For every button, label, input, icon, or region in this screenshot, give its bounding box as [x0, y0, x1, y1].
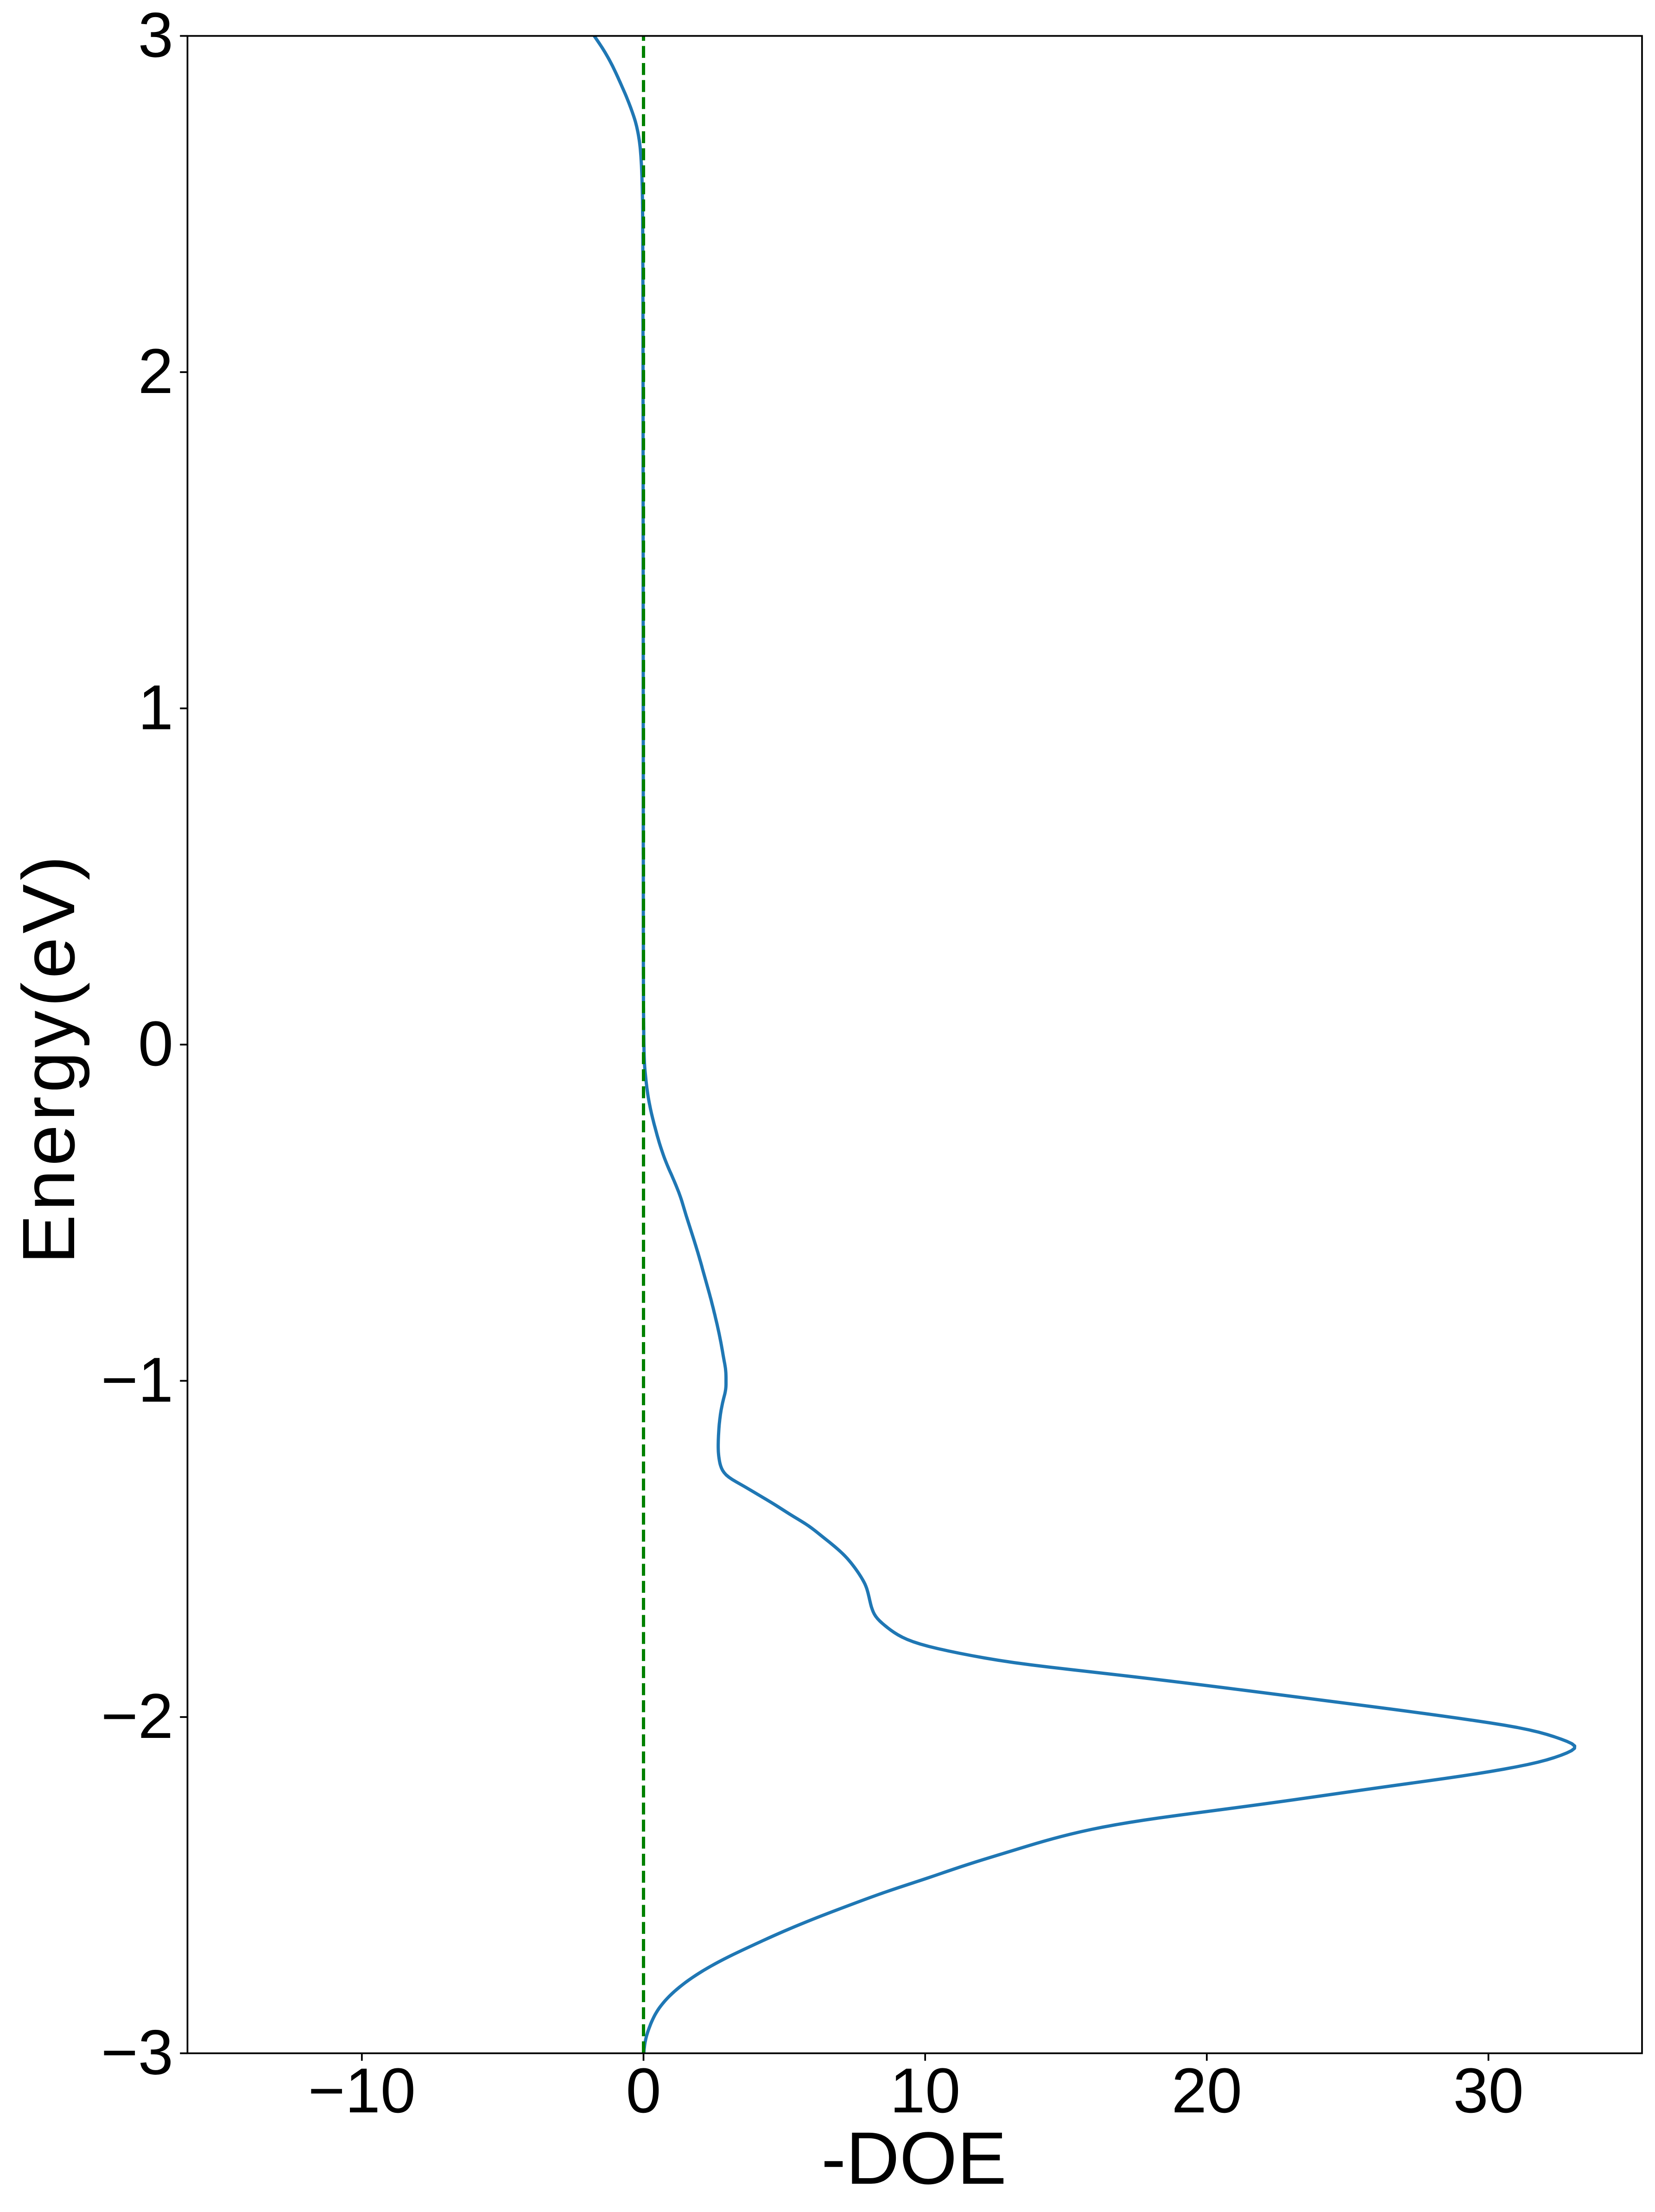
svg-text:30: 30 — [1453, 2055, 1523, 2126]
svg-text:-DOE: -DOE — [821, 2117, 1007, 2199]
svg-text:20: 20 — [1172, 2055, 1242, 2126]
svg-text:0: 0 — [138, 1008, 173, 1079]
svg-text:−1: −1 — [101, 1345, 173, 1416]
svg-text:−10: −10 — [308, 2055, 416, 2126]
svg-text:Energy(eV): Energy(eV) — [7, 852, 90, 1264]
svg-text:1: 1 — [138, 672, 173, 743]
svg-text:10: 10 — [890, 2055, 960, 2126]
svg-text:3: 3 — [138, 0, 173, 71]
svg-text:2: 2 — [138, 336, 173, 407]
svg-text:−3: −3 — [101, 2017, 173, 2088]
svg-text:−2: −2 — [101, 1681, 173, 1752]
svg-text:0: 0 — [626, 2055, 661, 2126]
